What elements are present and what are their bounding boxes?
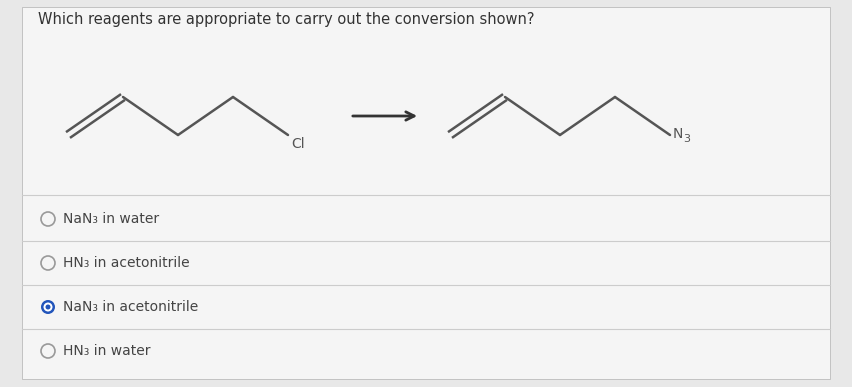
Text: Cl: Cl xyxy=(291,137,305,151)
Circle shape xyxy=(45,305,50,310)
Text: NaN₃ in acetonitrile: NaN₃ in acetonitrile xyxy=(63,300,199,314)
Circle shape xyxy=(41,300,55,314)
Circle shape xyxy=(41,256,55,270)
Text: HN₃ in acetonitrile: HN₃ in acetonitrile xyxy=(63,256,190,270)
Text: 3: 3 xyxy=(683,134,690,144)
Text: NaN₃ in water: NaN₃ in water xyxy=(63,212,159,226)
Circle shape xyxy=(41,212,55,226)
FancyBboxPatch shape xyxy=(22,7,830,379)
Text: HN₃ in water: HN₃ in water xyxy=(63,344,151,358)
Circle shape xyxy=(43,303,53,312)
Text: N: N xyxy=(673,127,683,141)
Circle shape xyxy=(41,344,55,358)
Text: Which reagents are appropriate to carry out the conversion shown?: Which reagents are appropriate to carry … xyxy=(38,12,534,27)
